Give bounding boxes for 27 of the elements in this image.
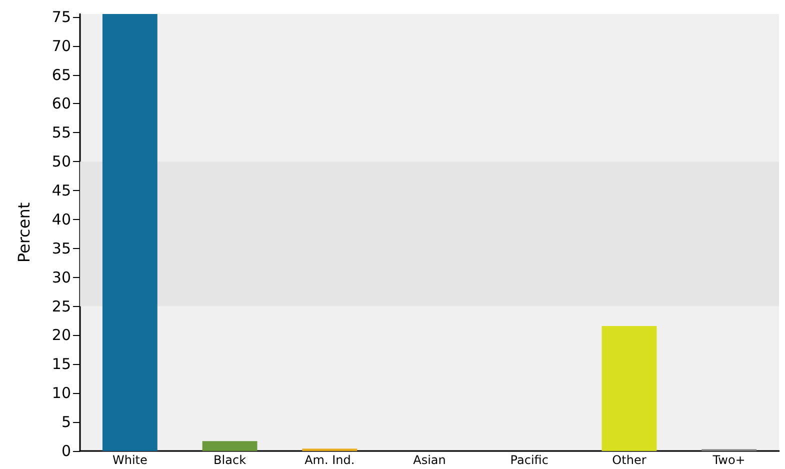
bar [102,14,158,451]
x-tick-label: Asian [413,453,446,467]
x-tick-label: Pacific [510,453,548,467]
y-tick-label: 55 [52,124,71,142]
bar [202,441,258,451]
y-tick-label: 25 [52,297,71,316]
y-tick-label: 45 [52,182,71,200]
x-tick-label: Other [612,453,646,467]
y-tick-label: 15 [52,355,71,374]
y-tick-label: 50 [52,152,71,171]
y-tick-label: 30 [52,268,71,286]
x-tick-label: Black [214,453,246,467]
x-tick-label: White [112,453,148,467]
y-tick-label: 70 [52,36,71,55]
bar [602,326,657,451]
y-tick-label: 5 [61,413,71,432]
y-tick-label: 60 [52,94,71,113]
y-tick-label: 75 [52,8,71,26]
x-tick-label: Two+ [712,453,746,467]
y-tick-label: 0 [61,442,71,460]
y-tick-label: 35 [52,239,71,258]
x-tick-label: Am. Ind. [304,453,355,467]
y-tick-label: 65 [52,66,71,84]
y-tick-label: 10 [52,384,71,402]
y-axis-title: Percent [14,202,34,263]
y-tick-label: 40 [52,210,71,228]
y-tick-label: 20 [52,326,71,344]
